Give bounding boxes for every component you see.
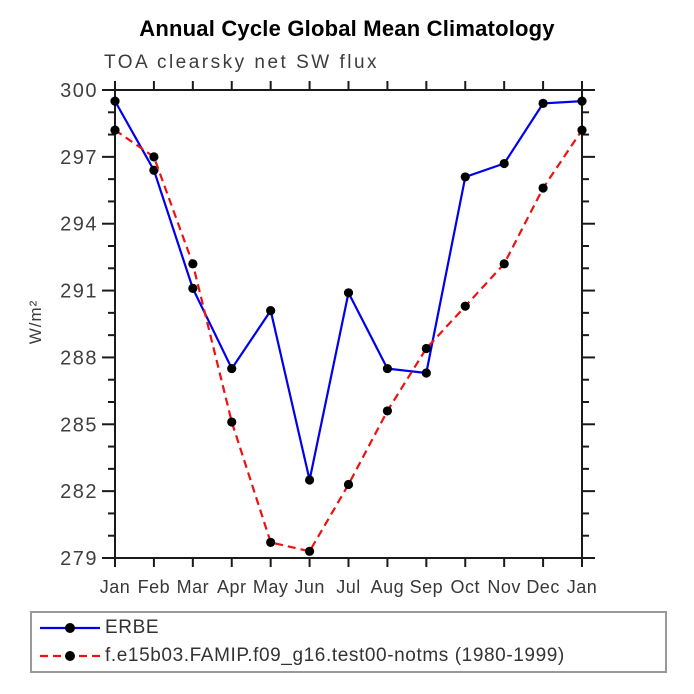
x-axis-tick-label: Feb — [138, 577, 171, 597]
x-axis-tick-label: Oct — [450, 577, 480, 597]
legend-entry-erbe: ERBE — [37, 615, 663, 642]
x-axis-tick-label: Jan — [567, 577, 598, 597]
legend-sample-marker-model — [65, 651, 75, 661]
data-point-erbe-jul — [343, 288, 354, 298]
data-point-model-oct — [460, 301, 470, 311]
data-point-erbe-mar — [188, 283, 198, 293]
data-point-model-dec — [538, 183, 548, 193]
data-point-erbe-feb — [149, 165, 159, 175]
y-axis-tick-label: 282 — [60, 481, 98, 503]
data-point-erbe-jan-2 — [577, 96, 587, 106]
x-axis-tick-label: Jul — [336, 577, 361, 597]
x-axis-tick-label: Jun — [294, 577, 325, 597]
data-point-model-feb — [149, 152, 159, 162]
data-point-model-may — [266, 537, 276, 548]
data-point-model-jan — [110, 125, 120, 135]
data-point-erbe-dec — [538, 98, 548, 108]
data-point-erbe-sep — [421, 368, 431, 378]
data-point-erbe-aug — [382, 363, 393, 374]
legend-box: ERBE f.e15b03.FAMIP.f09_g16.test00-notms… — [30, 611, 667, 673]
x-axis-tick-label: Dec — [526, 577, 560, 597]
data-point-erbe-jan — [110, 96, 120, 106]
chart-subtitle: TOA clearsky net SW flux — [104, 52, 380, 73]
data-point-model-sep — [421, 343, 431, 354]
data-point-model-apr — [227, 417, 237, 427]
data-point-erbe-nov — [499, 158, 509, 169]
model-line-sample-icon — [40, 651, 100, 661]
data-point-model-aug — [382, 406, 393, 416]
legend-label-model: f.e15b03.FAMIP.f09_g16.test00-notms (198… — [105, 645, 565, 666]
data-point-model-jan-2 — [577, 125, 587, 135]
x-axis-tick-label: Nov — [487, 577, 521, 597]
data-point-model-jun — [304, 546, 315, 556]
y-axis-tick-label: 294 — [60, 214, 98, 236]
chart-title: Annual Cycle Global Mean Climatology — [139, 16, 555, 41]
erbe-line-sample-icon — [40, 623, 100, 633]
y-axis-tick-label: 300 — [60, 80, 98, 102]
plot-area: Jan Feb Mar Apr May Jun Jul Aug Sep Oct Nov Dec Jan2… — [60, 80, 598, 597]
data-point-erbe-apr — [227, 363, 237, 374]
x-axis-tick-label: Sep — [410, 577, 444, 597]
y-axis-tick-label: 285 — [60, 414, 98, 436]
y-axis-tick-label: 288 — [60, 347, 98, 369]
legend-label-erbe: ERBE — [105, 617, 160, 638]
legend-sample-marker-erbe — [65, 623, 75, 633]
data-point-erbe-may — [266, 306, 276, 316]
y-axis-tick-label: 279 — [60, 548, 98, 570]
y-axis-tick-label: 297 — [60, 147, 98, 169]
x-axis-tick-label: Apr — [217, 577, 247, 597]
x-axis-tick-label: Aug — [371, 577, 405, 597]
data-point-erbe-jun — [304, 475, 315, 485]
y-axis-tick-label: 291 — [60, 281, 98, 303]
data-point-model-mar — [188, 259, 198, 269]
legend-entry-model: f.e15b03.FAMIP.f09_g16.test00-notms (198… — [37, 643, 663, 670]
x-axis-tick-label: Jan — [100, 577, 131, 597]
x-axis-tick-label: Mar — [177, 577, 210, 597]
data-point-erbe-oct — [460, 172, 470, 182]
data-point-model-jul — [343, 479, 354, 490]
data-point-model-nov — [499, 259, 509, 269]
x-axis-tick-label: May — [253, 577, 289, 597]
